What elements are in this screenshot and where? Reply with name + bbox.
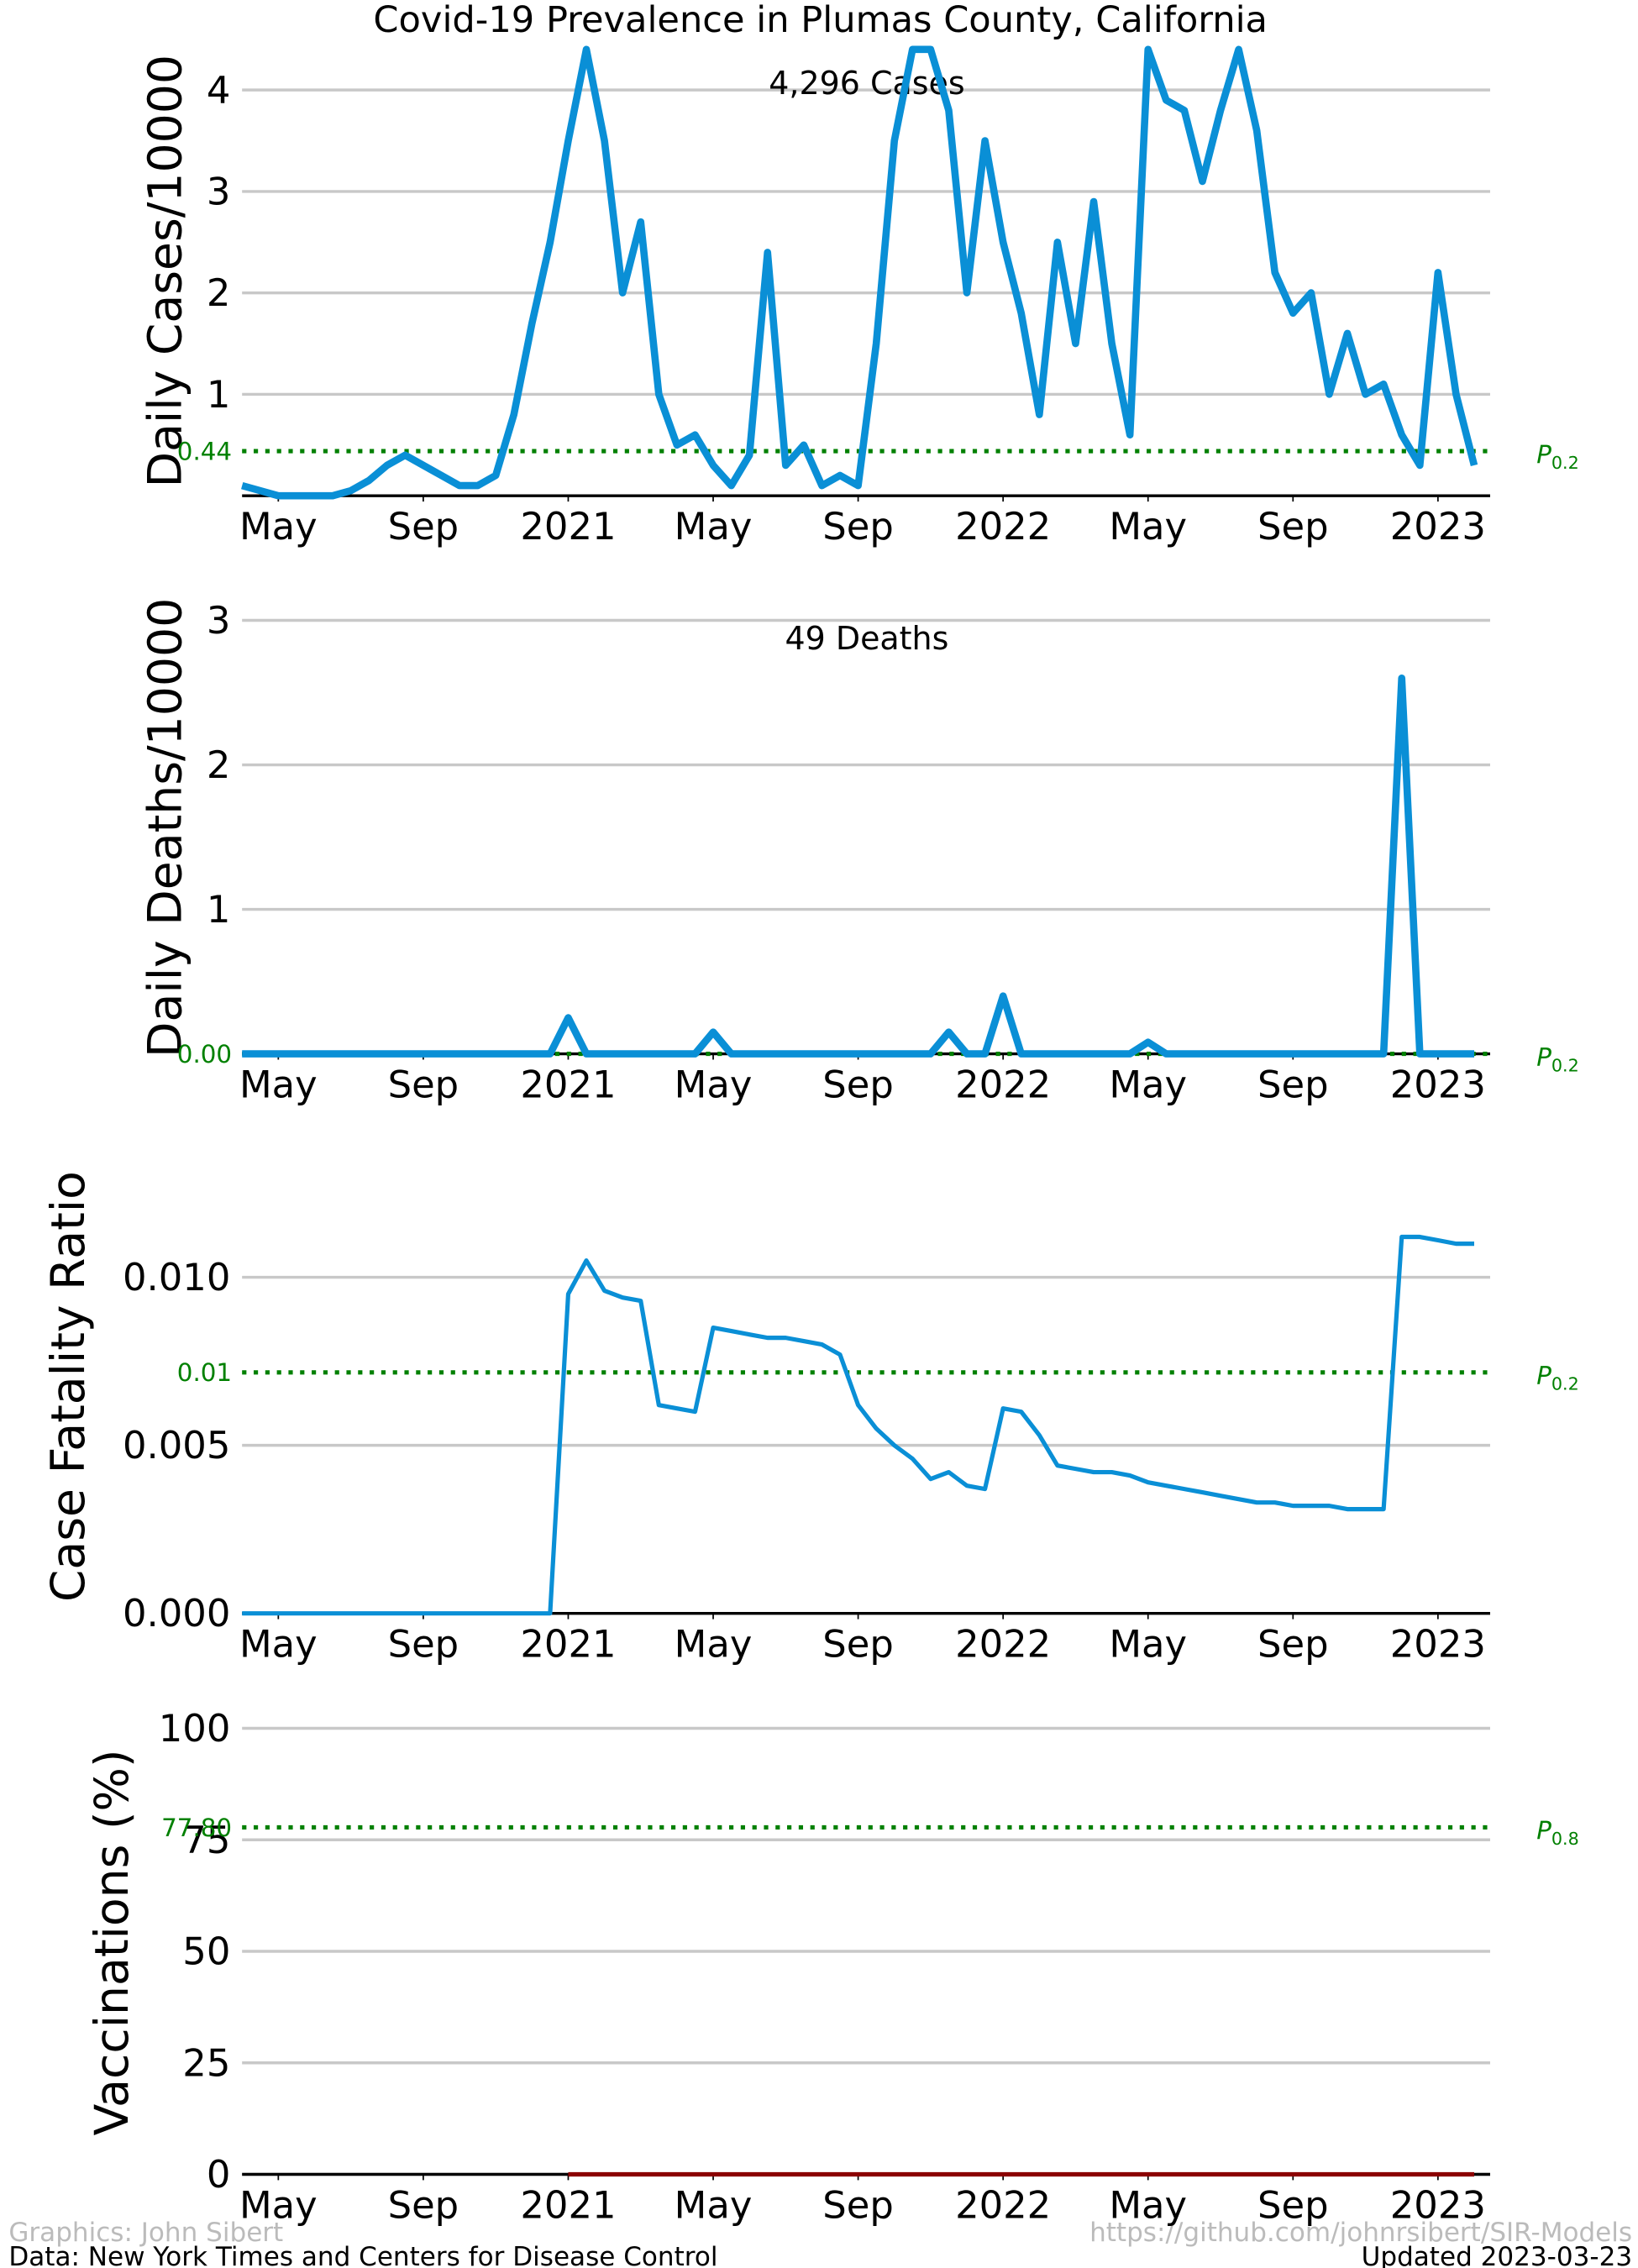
- x-tick-label: Sep: [1257, 1062, 1329, 1106]
- x-tick-label: 2021: [520, 1062, 616, 1106]
- data-line: [241, 45, 1478, 500]
- y-tick-label: 100: [159, 1706, 231, 1751]
- x-tick-label: May: [1109, 1062, 1187, 1106]
- reference-label: 0.01: [177, 1358, 232, 1387]
- x-tick-label: 2022: [955, 2182, 1051, 2227]
- x-tick-label: May: [1109, 504, 1187, 549]
- y-axis-label: Case Fatality Ratio: [42, 1171, 96, 1602]
- y-tick-label: 4: [207, 68, 231, 113]
- x-tick-label: May: [675, 2182, 753, 2227]
- x-tick-label: Sep: [388, 504, 459, 549]
- y-tick-label: 0.005: [123, 1423, 230, 1467]
- x-tick-label: Sep: [822, 504, 894, 549]
- x-tick-label: 2021: [520, 504, 616, 549]
- x-tick-label: 2023: [1390, 1062, 1486, 1106]
- x-tick-label: 2022: [955, 504, 1051, 549]
- x-tick-label: May: [239, 1621, 318, 1666]
- reference-label: 0.44: [177, 437, 232, 465]
- y-tick-label: 1: [207, 372, 231, 417]
- tag-subscript: 0.2: [1551, 1374, 1579, 1394]
- tag-subscript: 0.2: [1551, 453, 1579, 473]
- y-tick-label: 50: [182, 1929, 230, 1974]
- x-tick-label: May: [675, 1062, 753, 1106]
- x-tick-label: Sep: [388, 1621, 459, 1666]
- y-tick-label: 1: [207, 887, 231, 932]
- annotation: 4,296 Cases: [769, 65, 964, 102]
- data-line: [242, 674, 1474, 1058]
- x-tick-label: 2021: [520, 2182, 616, 2227]
- y-tick-label: 75: [182, 1818, 230, 1862]
- x-tick-label: May: [1109, 1621, 1187, 1666]
- y-tick-label: 2: [207, 270, 231, 315]
- reference-tag: P0.2: [1536, 440, 1579, 473]
- reference-tag: P0.2: [1536, 1042, 1579, 1075]
- x-tick-label: Sep: [1257, 1621, 1329, 1666]
- tag-subscript: 0.8: [1551, 1829, 1579, 1849]
- x-tick-label: May: [239, 1062, 318, 1106]
- x-tick-label: Sep: [822, 1621, 894, 1666]
- credit: Graphics: John Sibert: [8, 2218, 283, 2248]
- figure-title: Covid-19 Prevalence in Plumas County, Ca…: [373, 0, 1268, 41]
- y-axis-label: Daily Cases/10000: [139, 55, 193, 487]
- x-tick-label: May: [239, 504, 318, 549]
- x-tick-label: May: [675, 504, 753, 549]
- x-tick-label: Sep: [1257, 504, 1329, 549]
- y-tick-label: 3: [207, 598, 231, 643]
- annotation: 49 Deaths: [785, 620, 948, 657]
- x-tick-label: 2021: [520, 1621, 616, 1666]
- tag-symbol: P: [1536, 1042, 1551, 1071]
- y-axis-label: Vaccinations (%): [86, 1749, 139, 2135]
- x-tick-label: 2023: [1390, 2182, 1486, 2227]
- y-tick-label: 25: [182, 2040, 230, 2085]
- x-tick-label: Sep: [822, 1062, 894, 1106]
- x-tick-label: Sep: [822, 2182, 894, 2227]
- x-tick-label: 2022: [955, 1062, 1051, 1106]
- tag-symbol: P: [1536, 440, 1551, 469]
- y-tick-label: 0: [207, 2152, 231, 2197]
- x-tick-label: 2022: [955, 1621, 1051, 1666]
- tag-symbol: P: [1536, 1362, 1551, 1390]
- y-tick-label: 0.010: [123, 1255, 230, 1299]
- repo-url: https://github.com/johnrsibert/SIR-Model…: [1089, 2218, 1632, 2248]
- reference-tag: P0.2: [1536, 1362, 1579, 1394]
- x-tick-label: May: [675, 1621, 753, 1666]
- data-line: [242, 1234, 1474, 1616]
- y-tick-label: 3: [207, 169, 231, 213]
- x-tick-label: Sep: [388, 1062, 459, 1106]
- x-tick-label: May: [1109, 2182, 1187, 2227]
- x-tick-label: May: [239, 2182, 318, 2227]
- x-tick-label: 2023: [1390, 1621, 1486, 1666]
- y-tick-label: 2: [207, 743, 231, 787]
- reference-label: 0.00: [177, 1040, 232, 1068]
- x-tick-label: Sep: [1257, 2182, 1329, 2227]
- x-tick-label: Sep: [388, 2182, 459, 2227]
- tag-symbol: P: [1536, 1816, 1551, 1845]
- updated: Updated 2023-03-23: [1362, 2242, 1632, 2268]
- tag-subscript: 0.2: [1551, 1055, 1579, 1075]
- y-tick-label: 0.000: [123, 1591, 230, 1635]
- reference-tag: P0.8: [1536, 1816, 1579, 1849]
- data-source: Data: New York Times and Centers for Dis…: [8, 2242, 717, 2268]
- y-axis-label: Daily Deaths/10000: [139, 598, 193, 1058]
- x-tick-label: 2023: [1390, 504, 1486, 549]
- reference-label: 77.80: [161, 1814, 232, 1842]
